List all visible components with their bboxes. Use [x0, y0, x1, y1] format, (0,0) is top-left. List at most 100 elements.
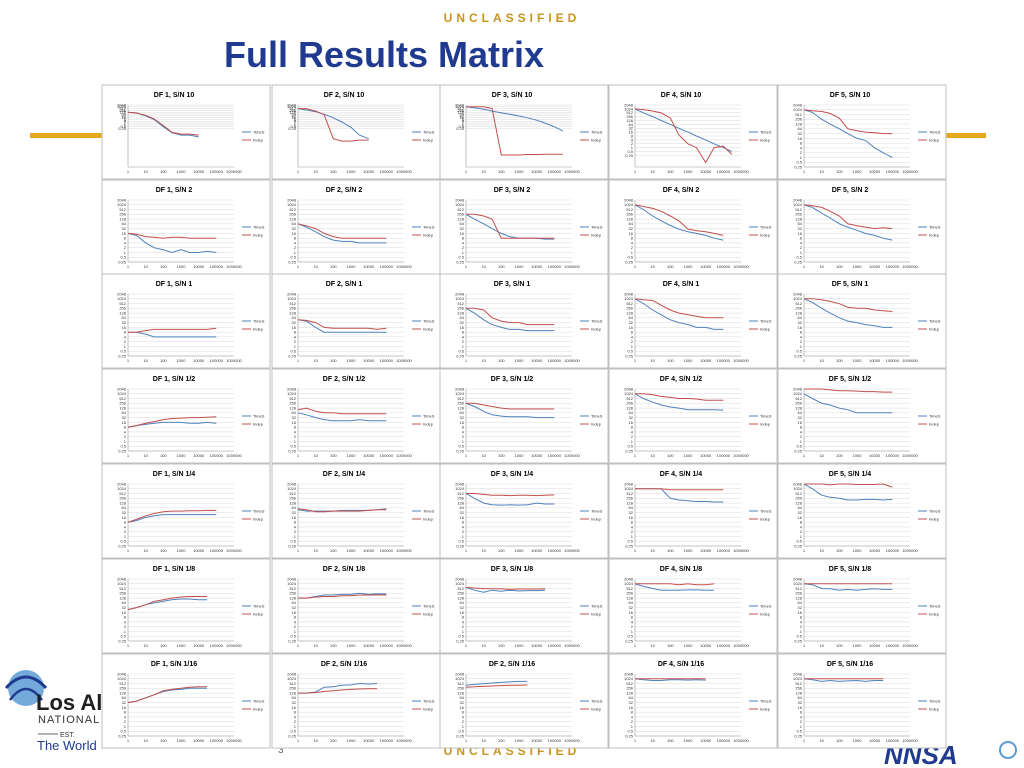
y-tick-label: 1024	[455, 104, 465, 109]
y-tick-label: 0.25	[794, 543, 803, 548]
x-tick-label: 10000	[700, 358, 712, 363]
y-tick-label: 256	[119, 108, 126, 113]
series-line-times	[465, 307, 555, 332]
y-tick-label: 16	[460, 515, 465, 520]
x-tick-label: 1000	[515, 169, 525, 174]
legend-label: Indep	[591, 138, 602, 143]
y-tick-label: 8	[294, 330, 297, 335]
y-tick-label: 64	[292, 315, 297, 320]
legend-label: TimeS	[423, 604, 435, 609]
y-tick-label: 0.25	[456, 353, 465, 358]
x-tick-label: 1000000	[564, 169, 580, 174]
y-tick-label: 32	[798, 320, 803, 325]
y-tick-label: 256	[289, 686, 296, 691]
y-tick-label: 16	[629, 515, 634, 520]
y-tick-label: 2048	[287, 481, 297, 486]
y-tick-label: 512	[457, 301, 464, 306]
x-tick-label: 1000000	[396, 548, 412, 553]
legend-label: TimeS	[760, 319, 772, 324]
y-tick-label: 256	[289, 108, 296, 113]
y-tick-label: 8	[462, 615, 465, 620]
chart-panel: DF 3, S/N 1/8204810245122561286432168421…	[439, 558, 609, 654]
y-tick-label: 1024	[624, 106, 634, 111]
chart-title: DF 2, S/N 2	[326, 187, 363, 194]
series-line-indep	[634, 298, 724, 319]
y-tick-label: 8	[124, 425, 127, 430]
series-line-indep	[127, 686, 208, 704]
y-tick-label: 0.5	[290, 124, 296, 129]
x-tick-label: 10000	[531, 358, 543, 363]
y-tick-label: 2	[631, 141, 634, 146]
y-tick-label: 1	[294, 629, 297, 634]
y-tick-label: 512	[119, 207, 126, 212]
x-tick-label: 1	[127, 264, 130, 269]
y-tick-label: 32	[122, 700, 127, 705]
y-tick-label: 2	[800, 624, 803, 629]
chart-panel: DF 1, S/N 12048102451225612864321684210.…	[101, 273, 271, 369]
y-tick-label: 128	[795, 500, 802, 505]
chart-title: DF 1, S/N 1/2	[153, 376, 196, 383]
y-tick-label: 4	[294, 429, 297, 434]
y-tick-label: 1	[631, 344, 634, 349]
y-tick-label: 1	[800, 155, 803, 160]
chart-title: DF 3, S/N 1/4	[491, 471, 534, 478]
y-tick-label: 16	[629, 231, 634, 236]
y-tick-label: 1024	[793, 581, 803, 586]
y-tick-label: 128	[457, 690, 464, 695]
y-tick-label: 32	[122, 320, 127, 325]
y-tick-label: 2048	[455, 671, 465, 676]
x-tick-label: 100	[330, 738, 337, 743]
x-tick-label: 1000000	[396, 169, 412, 174]
y-tick-label: 16	[292, 515, 297, 520]
x-tick-label: 1000	[853, 453, 863, 458]
y-tick-label: 4	[800, 334, 803, 339]
series-line-times	[803, 483, 893, 501]
y-tick-label: 1024	[455, 581, 465, 586]
y-tick-label: 2048	[117, 197, 127, 202]
y-tick-label: 64	[122, 695, 127, 700]
y-tick-label: 256	[626, 401, 633, 406]
y-tick-label: 256	[795, 117, 802, 122]
x-tick-label: 1	[803, 453, 806, 458]
y-tick-label: 2048	[287, 102, 297, 107]
x-tick-label: 10000	[531, 453, 543, 458]
series-line-times	[803, 678, 884, 682]
y-tick-label: 128	[119, 216, 126, 221]
x-tick-label: 1000000	[396, 358, 412, 363]
legend-label: Indep	[253, 138, 264, 143]
series-line-times	[128, 331, 217, 338]
y-tick-label: 4	[462, 619, 465, 624]
x-tick-label: 100	[160, 358, 167, 363]
x-tick-label: 10	[481, 358, 486, 363]
y-tick-label: 2048	[455, 386, 465, 391]
y-tick-label: 16	[629, 420, 634, 425]
x-tick-label: 100	[667, 738, 674, 743]
y-tick-label: 8	[800, 236, 803, 241]
y-tick-label: 2048	[793, 197, 803, 202]
chart-title: DF 4, S/N 1/4	[660, 471, 703, 478]
y-tick-label: 2	[631, 719, 634, 724]
x-tick-label: 100000	[548, 264, 562, 269]
x-tick-label: 10	[819, 264, 824, 269]
x-tick-label: 1000	[853, 548, 863, 553]
x-tick-label: 1000	[177, 358, 187, 363]
x-tick-label: 10000	[700, 738, 712, 743]
y-tick-label: 2048	[455, 197, 465, 202]
y-tick-label: 16	[460, 325, 465, 330]
y-tick-label: 256	[119, 686, 126, 691]
y-tick-label: 0.5	[290, 349, 296, 354]
y-tick-label: 128	[119, 310, 126, 315]
legend-label: TimeS	[929, 225, 941, 230]
y-tick-label: 0.5	[290, 539, 296, 544]
x-tick-label: 10	[650, 358, 655, 363]
x-tick-label: 1000	[515, 548, 525, 553]
x-tick-label: 1000	[515, 738, 525, 743]
chart-title: DF 5, S/N 1/8	[829, 566, 872, 573]
x-tick-label: 100	[498, 358, 505, 363]
y-tick-label: 0.5	[290, 729, 296, 734]
x-tick-label: 100	[836, 548, 843, 553]
x-tick-label: 100	[836, 169, 843, 174]
y-tick-label: 1024	[287, 391, 297, 396]
y-tick-label: 8	[631, 133, 634, 138]
y-tick-label: 1	[800, 439, 803, 444]
